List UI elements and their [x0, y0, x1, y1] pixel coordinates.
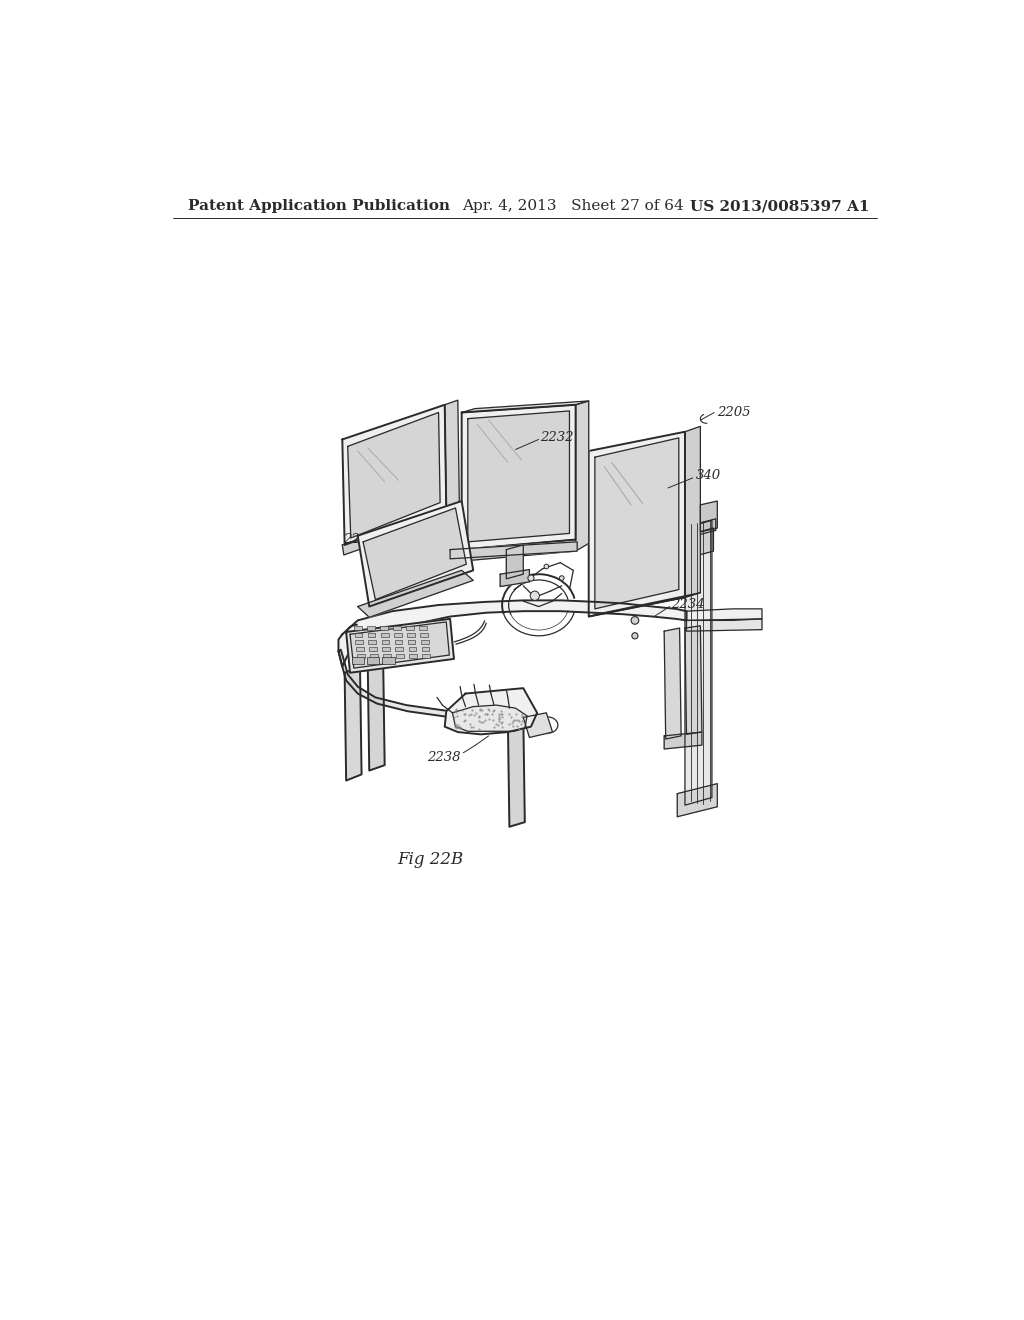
- Circle shape: [544, 564, 549, 569]
- Polygon shape: [339, 649, 523, 719]
- Bar: [356, 647, 364, 651]
- Bar: [407, 632, 415, 638]
- Polygon shape: [685, 426, 700, 598]
- Bar: [394, 640, 402, 644]
- Polygon shape: [368, 657, 385, 771]
- Bar: [381, 632, 388, 638]
- Polygon shape: [595, 438, 679, 609]
- Bar: [408, 640, 416, 644]
- Polygon shape: [357, 502, 473, 607]
- Polygon shape: [339, 601, 686, 667]
- Polygon shape: [589, 593, 700, 616]
- Polygon shape: [523, 713, 553, 738]
- Polygon shape: [685, 528, 714, 558]
- Text: 2234: 2234: [671, 598, 705, 611]
- Text: 2238: 2238: [427, 751, 461, 764]
- Bar: [396, 653, 403, 659]
- Bar: [369, 640, 376, 644]
- Bar: [382, 640, 389, 644]
- Bar: [380, 626, 388, 631]
- Circle shape: [632, 632, 638, 639]
- Bar: [419, 626, 427, 631]
- Polygon shape: [453, 705, 527, 731]
- Polygon shape: [506, 545, 523, 579]
- Polygon shape: [500, 570, 529, 586]
- Bar: [410, 653, 417, 659]
- Bar: [355, 640, 364, 644]
- Text: Patent Application Publication: Patent Application Publication: [188, 199, 451, 213]
- Polygon shape: [451, 543, 578, 558]
- Bar: [354, 626, 361, 631]
- Bar: [409, 647, 416, 651]
- Bar: [383, 653, 391, 659]
- Bar: [393, 626, 400, 631]
- Bar: [367, 656, 379, 664]
- Polygon shape: [345, 667, 361, 780]
- Polygon shape: [348, 412, 440, 539]
- Text: Apr. 4, 2013   Sheet 27 of 64: Apr. 4, 2013 Sheet 27 of 64: [462, 199, 683, 213]
- Text: 2232: 2232: [541, 430, 573, 444]
- Polygon shape: [357, 570, 473, 618]
- Polygon shape: [665, 733, 701, 748]
- Polygon shape: [462, 401, 589, 412]
- Polygon shape: [444, 688, 538, 734]
- Polygon shape: [685, 520, 712, 805]
- Bar: [420, 632, 428, 638]
- Bar: [395, 647, 403, 651]
- Bar: [422, 653, 430, 659]
- Bar: [394, 632, 401, 638]
- Polygon shape: [468, 411, 569, 543]
- Polygon shape: [589, 432, 685, 616]
- Polygon shape: [508, 714, 524, 826]
- Polygon shape: [342, 405, 446, 545]
- Bar: [370, 653, 378, 659]
- Bar: [368, 632, 376, 638]
- Bar: [382, 647, 390, 651]
- Polygon shape: [575, 401, 589, 552]
- Bar: [351, 656, 364, 664]
- Polygon shape: [444, 400, 460, 508]
- Bar: [421, 640, 429, 644]
- Polygon shape: [342, 508, 446, 554]
- Polygon shape: [346, 619, 454, 673]
- Polygon shape: [462, 540, 575, 561]
- Circle shape: [530, 591, 540, 601]
- Polygon shape: [462, 405, 575, 549]
- Polygon shape: [364, 508, 466, 599]
- Bar: [370, 647, 377, 651]
- Text: 2205: 2205: [717, 407, 751, 418]
- Bar: [357, 653, 365, 659]
- Text: 2236: 2236: [343, 533, 377, 546]
- Circle shape: [631, 616, 639, 624]
- Polygon shape: [700, 502, 717, 532]
- Polygon shape: [666, 533, 686, 557]
- Polygon shape: [665, 628, 681, 739]
- Bar: [354, 632, 362, 638]
- Text: US 2013/0085397 A1: US 2013/0085397 A1: [690, 199, 869, 213]
- Text: 340: 340: [695, 469, 721, 482]
- Polygon shape: [681, 519, 716, 540]
- Polygon shape: [350, 622, 450, 668]
- Bar: [382, 656, 394, 664]
- Polygon shape: [686, 619, 762, 631]
- Text: Fig 22B: Fig 22B: [397, 850, 464, 867]
- Polygon shape: [685, 626, 701, 734]
- Polygon shape: [686, 609, 762, 620]
- Bar: [407, 626, 414, 631]
- Bar: [367, 626, 375, 631]
- Circle shape: [559, 576, 564, 581]
- Bar: [422, 647, 429, 651]
- Circle shape: [528, 576, 535, 581]
- Polygon shape: [677, 784, 717, 817]
